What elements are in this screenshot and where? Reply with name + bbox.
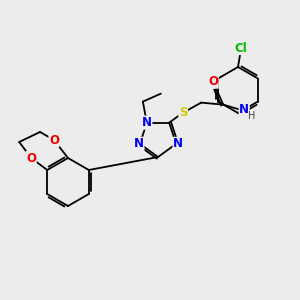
Text: Cl: Cl	[235, 41, 248, 55]
Text: S: S	[179, 106, 188, 119]
Text: N: N	[173, 137, 183, 150]
Text: O: O	[208, 75, 218, 88]
Text: N: N	[239, 103, 249, 116]
Text: O: O	[49, 134, 59, 146]
Text: N: N	[134, 137, 144, 150]
Text: O: O	[26, 152, 36, 164]
Text: H: H	[248, 111, 256, 121]
Text: N: N	[142, 116, 152, 129]
